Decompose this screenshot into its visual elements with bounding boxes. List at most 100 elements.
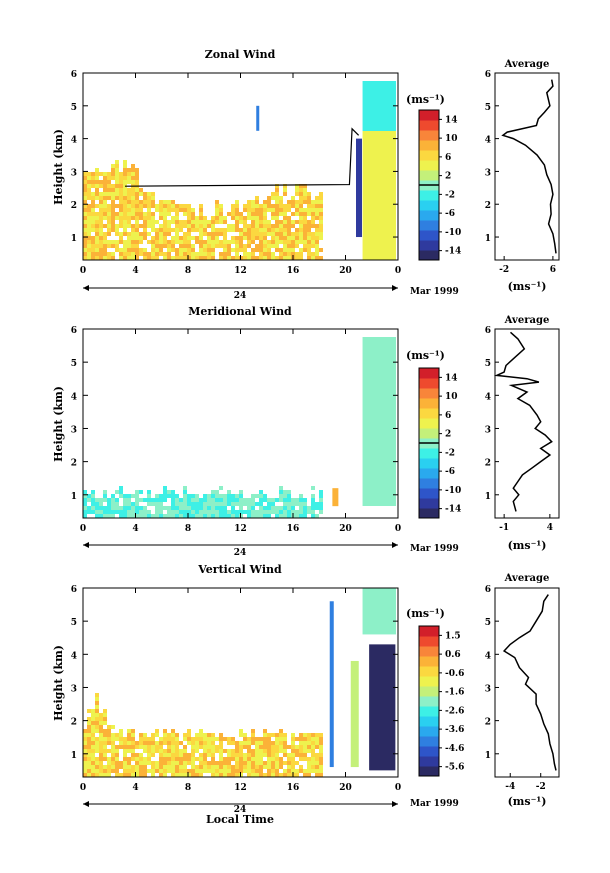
zonal-colorbar-swatch <box>419 230 439 241</box>
vertical-colorbar-label: -4.6 <box>445 744 464 754</box>
vertical-cell <box>207 765 211 769</box>
zonal-cell <box>227 240 231 244</box>
zonal-cell <box>119 208 123 212</box>
zonal-cell <box>275 188 279 192</box>
zonal-cell <box>135 176 139 180</box>
meridional-cell <box>191 506 195 510</box>
vertical-cell <box>95 693 99 697</box>
vertical-cell <box>187 733 191 737</box>
meridional-colorbar-swatch <box>419 398 439 409</box>
meridional-colorbar-swatch <box>419 408 439 419</box>
zonal-cell <box>263 244 267 248</box>
zonal-cell <box>171 204 175 208</box>
zonal-cell <box>115 196 119 200</box>
zonal-cell <box>187 252 191 256</box>
meridional-cell <box>259 494 263 498</box>
vertical-cell <box>247 769 251 773</box>
vertical-cell <box>135 773 139 777</box>
vertical-cell <box>311 765 315 769</box>
meridional-cell <box>163 490 167 494</box>
vertical-cell <box>251 773 255 777</box>
zonal-cell <box>91 224 95 228</box>
vertical-colorbar-swatch <box>419 746 439 757</box>
vertical-cell <box>155 733 159 737</box>
zonal-cell <box>199 208 203 212</box>
zonal-cell <box>103 256 107 260</box>
zonal-cell <box>315 248 319 252</box>
meridional-cell <box>215 502 219 506</box>
zonal-cell <box>203 220 207 224</box>
zonal-cell <box>143 224 147 228</box>
vertical-cell <box>103 713 107 717</box>
zonal-cell <box>259 244 263 248</box>
zonal-cell <box>283 216 287 220</box>
vertical-cell <box>119 733 123 737</box>
zonal-cell <box>235 200 239 204</box>
vertical-cell <box>295 773 299 777</box>
zonal-cell <box>115 172 119 176</box>
meridional-cell <box>167 514 171 518</box>
zonal-cell <box>279 236 283 240</box>
vertical-cell <box>91 761 95 765</box>
zonal-cell <box>155 232 159 236</box>
zonal-cell <box>315 244 319 248</box>
zonal-cell <box>175 216 179 220</box>
vertical-cell <box>207 761 211 765</box>
zonal-cell <box>219 228 223 232</box>
vertical-cell <box>195 757 199 761</box>
zonal-cell <box>135 252 139 256</box>
zonal-cell <box>235 236 239 240</box>
vertical-cell <box>251 757 255 761</box>
zonal-cell <box>123 168 127 172</box>
vertical-cell <box>223 757 227 761</box>
zonal-cell <box>243 232 247 236</box>
vertical-cell <box>95 729 99 733</box>
zonal-ytick-label: 1 <box>71 234 77 244</box>
zonal-cell <box>99 244 103 248</box>
zonal-cell <box>119 196 123 200</box>
meridional-cell <box>283 498 287 502</box>
vertical-cell <box>195 741 199 745</box>
zonal-cell <box>231 248 235 252</box>
vertical-cell <box>95 757 99 761</box>
zonal-cell <box>191 252 195 256</box>
vertical-cell <box>247 753 251 757</box>
vertical-cell <box>311 737 315 741</box>
zonal-cell <box>247 236 251 240</box>
vertical-cell <box>287 753 291 757</box>
zonal-cell <box>103 232 107 236</box>
vertical-ytick-label: 3 <box>71 684 77 694</box>
zonal-cell <box>191 216 195 220</box>
zonal-cell <box>267 252 271 256</box>
zonal-cell <box>315 196 319 200</box>
meridional-cell <box>207 514 211 518</box>
zonal-cell <box>111 244 115 248</box>
meridional-cell <box>211 494 215 498</box>
vertical-cell <box>151 773 155 777</box>
vertical-cell <box>143 757 147 761</box>
zonal-cell <box>211 232 215 236</box>
vertical-cell <box>103 769 107 773</box>
vertical-cell <box>139 741 143 745</box>
zonal-cell <box>143 192 147 196</box>
zonal-cell <box>271 212 275 216</box>
vertical-cell <box>211 761 215 765</box>
zonal-cell <box>167 256 171 260</box>
meridional-cell <box>87 498 91 502</box>
vertical-cell <box>95 749 99 753</box>
zonal-cell <box>111 200 115 204</box>
meridional-cell <box>203 498 207 502</box>
vertical-cell <box>307 769 311 773</box>
zonal-cell <box>195 252 199 256</box>
meridional-cell <box>259 502 263 506</box>
vertical-cell <box>123 773 127 777</box>
meridional-cell <box>163 486 167 490</box>
meridional-cell <box>83 498 87 502</box>
zonal-cell <box>107 180 111 184</box>
zonal-colorbar-label: -6 <box>445 209 455 219</box>
zonal-xtick-label: 4 <box>132 266 138 276</box>
vertical-cell <box>315 733 319 737</box>
meridional-cell <box>135 502 139 506</box>
zonal-cell <box>295 200 299 204</box>
meridional-cell <box>123 494 127 498</box>
